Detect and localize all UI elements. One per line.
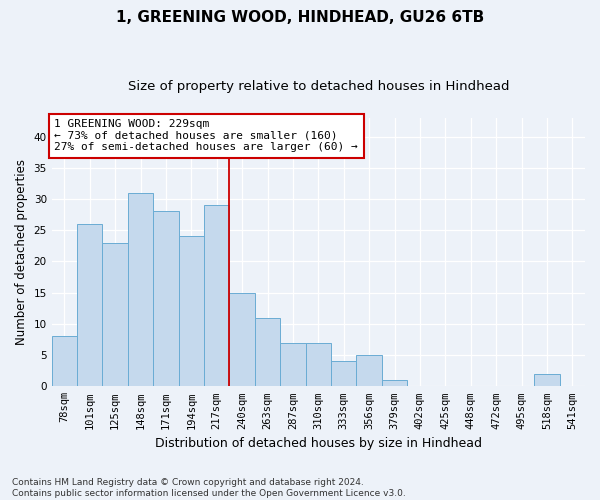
Y-axis label: Number of detached properties: Number of detached properties xyxy=(15,159,28,345)
Bar xyxy=(128,192,153,386)
Title: Size of property relative to detached houses in Hindhead: Size of property relative to detached ho… xyxy=(128,80,509,93)
Bar xyxy=(204,205,229,386)
Bar xyxy=(229,292,255,386)
Text: Contains HM Land Registry data © Crown copyright and database right 2024.
Contai: Contains HM Land Registry data © Crown c… xyxy=(12,478,406,498)
Bar xyxy=(77,224,103,386)
Bar xyxy=(331,362,356,386)
Bar xyxy=(534,374,560,386)
Bar xyxy=(280,342,305,386)
X-axis label: Distribution of detached houses by size in Hindhead: Distribution of detached houses by size … xyxy=(155,437,482,450)
Bar xyxy=(255,318,280,386)
Bar xyxy=(356,355,382,386)
Bar xyxy=(153,212,179,386)
Bar xyxy=(103,242,128,386)
Bar xyxy=(382,380,407,386)
Text: 1 GREENING WOOD: 229sqm
← 73% of detached houses are smaller (160)
27% of semi-d: 1 GREENING WOOD: 229sqm ← 73% of detache… xyxy=(55,119,358,152)
Text: 1, GREENING WOOD, HINDHEAD, GU26 6TB: 1, GREENING WOOD, HINDHEAD, GU26 6TB xyxy=(116,10,484,25)
Bar xyxy=(52,336,77,386)
Bar xyxy=(305,342,331,386)
Bar xyxy=(179,236,204,386)
